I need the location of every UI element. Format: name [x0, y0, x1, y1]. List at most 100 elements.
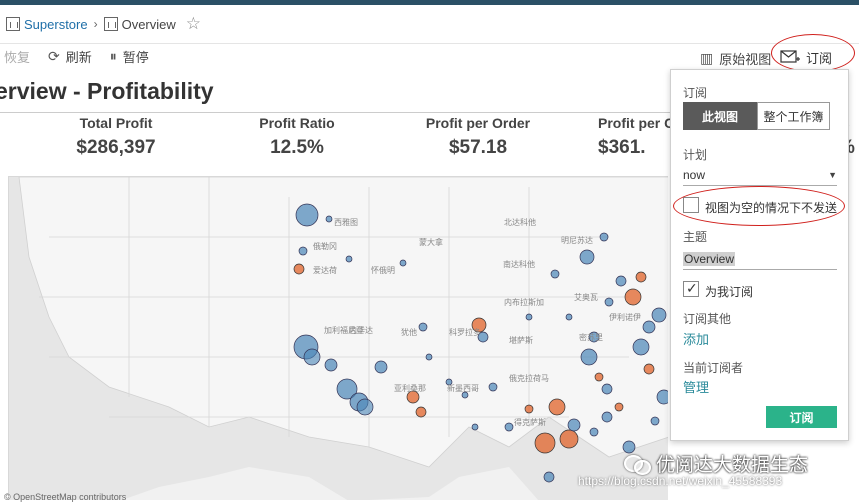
- map-marker[interactable]: [406, 390, 420, 404]
- favorite-star-icon[interactable]: ☆: [185, 14, 202, 33]
- refresh-button[interactable]: ⟳ 刷新: [48, 47, 92, 66]
- map-marker[interactable]: [418, 322, 428, 332]
- map-state-label: 亚利桑那: [394, 384, 426, 393]
- map-marker[interactable]: [293, 263, 305, 275]
- map-marker[interactable]: [324, 358, 338, 372]
- map-marker[interactable]: [643, 363, 655, 375]
- map-marker[interactable]: [622, 440, 636, 454]
- map-state-label: 俄勒冈: [313, 242, 337, 251]
- map-marker[interactable]: [565, 313, 573, 321]
- add-subscriber-link[interactable]: 添加: [683, 332, 710, 347]
- map-marker[interactable]: [461, 391, 469, 399]
- map-canvas: [9, 177, 668, 500]
- manage-subscribers-link[interactable]: 管理: [683, 380, 710, 395]
- map-marker[interactable]: [425, 353, 433, 361]
- map-state-label: 新墨西哥: [447, 384, 479, 393]
- map-marker[interactable]: [656, 389, 668, 405]
- map-state-label: 怀俄明: [371, 266, 395, 275]
- map-marker[interactable]: [325, 215, 333, 223]
- schedule-select[interactable]: now ▼: [683, 164, 837, 186]
- map-marker[interactable]: [543, 471, 555, 483]
- map-state-label: 艾奥瓦: [574, 293, 598, 302]
- subscribe-submit-button[interactable]: 订阅: [766, 406, 837, 428]
- map-marker[interactable]: [601, 383, 613, 395]
- map-marker[interactable]: [445, 378, 453, 386]
- subscribe-highlight-oval: [771, 34, 855, 72]
- kpi-value: $57.18: [448, 137, 508, 158]
- map-marker[interactable]: [477, 331, 489, 343]
- pause-button[interactable]: ⏸ 暂停: [110, 47, 149, 66]
- map-marker[interactable]: [345, 255, 353, 263]
- map-marker[interactable]: [579, 249, 595, 265]
- original-view-icon: ▥: [700, 50, 714, 66]
- map-marker[interactable]: [415, 406, 427, 418]
- map-marker[interactable]: [588, 331, 600, 343]
- map-marker[interactable]: [580, 348, 598, 366]
- title-divider: [0, 112, 680, 113]
- map-marker[interactable]: [303, 348, 321, 366]
- map-state-label: 爱达荷: [313, 266, 337, 275]
- map-marker[interactable]: [615, 275, 627, 287]
- breadcrumb-separator: ›: [93, 17, 98, 31]
- profit-map[interactable]: 西雅图 北达科他 明尼苏达 爱达荷 怀俄明 南达科他 内布拉斯加 加利福尼亚 内…: [8, 176, 668, 500]
- kpi-label: Profit Ratio: [259, 115, 335, 131]
- map-marker[interactable]: [614, 402, 624, 412]
- map-marker[interactable]: [589, 427, 599, 437]
- map-marker[interactable]: [594, 372, 604, 382]
- chevron-down-icon: ▼: [828, 169, 837, 180]
- map-copyright: © OpenStreetMap contributors: [4, 492, 127, 502]
- kpi-value: $361.: [598, 137, 646, 158]
- map-marker[interactable]: [567, 418, 581, 432]
- this-view-tab[interactable]: 此视图: [683, 102, 757, 130]
- subscribe-section-title: 订阅: [683, 86, 708, 100]
- map-marker[interactable]: [534, 432, 556, 454]
- refresh-icon: ⟳: [48, 48, 60, 64]
- map-marker[interactable]: [651, 307, 667, 323]
- watermark-brand: 优阅达大数据生态: [656, 455, 809, 476]
- revert-button[interactable]: 恢复: [4, 47, 30, 66]
- profit-markers[interactable]: [9, 177, 668, 500]
- breadcrumb-current-view: Overview: [121, 16, 176, 32]
- map-marker[interactable]: [624, 288, 642, 306]
- map-marker[interactable]: [550, 269, 560, 279]
- refresh-label: 刷新: [65, 50, 92, 65]
- map-marker[interactable]: [635, 271, 647, 283]
- map-marker[interactable]: [399, 259, 407, 267]
- map-state-label: 加利福尼亚: [324, 326, 364, 335]
- map-state-label: 北达科他: [504, 218, 536, 227]
- map-marker[interactable]: [298, 246, 308, 256]
- map-marker[interactable]: [599, 232, 609, 242]
- kpi-label: Profit per C: [598, 115, 670, 131]
- breadcrumb-project-link[interactable]: Superstore: [24, 16, 88, 32]
- map-state-label: 科罗拉多: [449, 328, 481, 337]
- original-view-button[interactable]: ▥ 原始视图: [700, 49, 771, 68]
- map-marker[interactable]: [525, 313, 533, 321]
- top-accent-bar: [0, 0, 859, 5]
- map-marker[interactable]: [295, 203, 319, 227]
- map-marker[interactable]: [524, 404, 534, 414]
- map-marker[interactable]: [336, 378, 358, 400]
- kpi-profit-per-customer: Profit per C $361.: [578, 115, 670, 159]
- whole-workbook-tab[interactable]: 整个工作簿: [757, 102, 830, 130]
- original-view-label: 原始视图: [719, 52, 772, 67]
- map-marker[interactable]: [471, 423, 479, 431]
- map-state-label: 得克萨斯: [514, 418, 546, 427]
- map-marker[interactable]: [650, 416, 660, 426]
- map-marker[interactable]: [488, 382, 498, 392]
- map-state-label: 俄克拉荷马: [509, 374, 549, 383]
- map-marker[interactable]: [374, 360, 388, 374]
- map-marker[interactable]: [471, 317, 487, 333]
- map-marker[interactable]: [642, 320, 656, 334]
- subscribe-panel: 订阅 此视图 整个工作簿 计划 now ▼ 视图为空的情况下不发送 主题 Ove…: [670, 69, 849, 441]
- map-marker[interactable]: [632, 338, 650, 356]
- subscribe-me-checkbox[interactable]: [683, 280, 699, 297]
- subject-input[interactable]: Overview: [683, 248, 837, 270]
- map-marker[interactable]: [548, 398, 566, 416]
- map-marker[interactable]: [601, 411, 613, 423]
- map-marker[interactable]: [356, 398, 374, 416]
- map-marker[interactable]: [604, 297, 614, 307]
- map-marker[interactable]: [504, 422, 514, 432]
- breadcrumb: Superstore › Overview ☆: [0, 5, 859, 43]
- map-marker[interactable]: [559, 429, 579, 449]
- subscribe-others-label: 订阅其他: [683, 312, 732, 326]
